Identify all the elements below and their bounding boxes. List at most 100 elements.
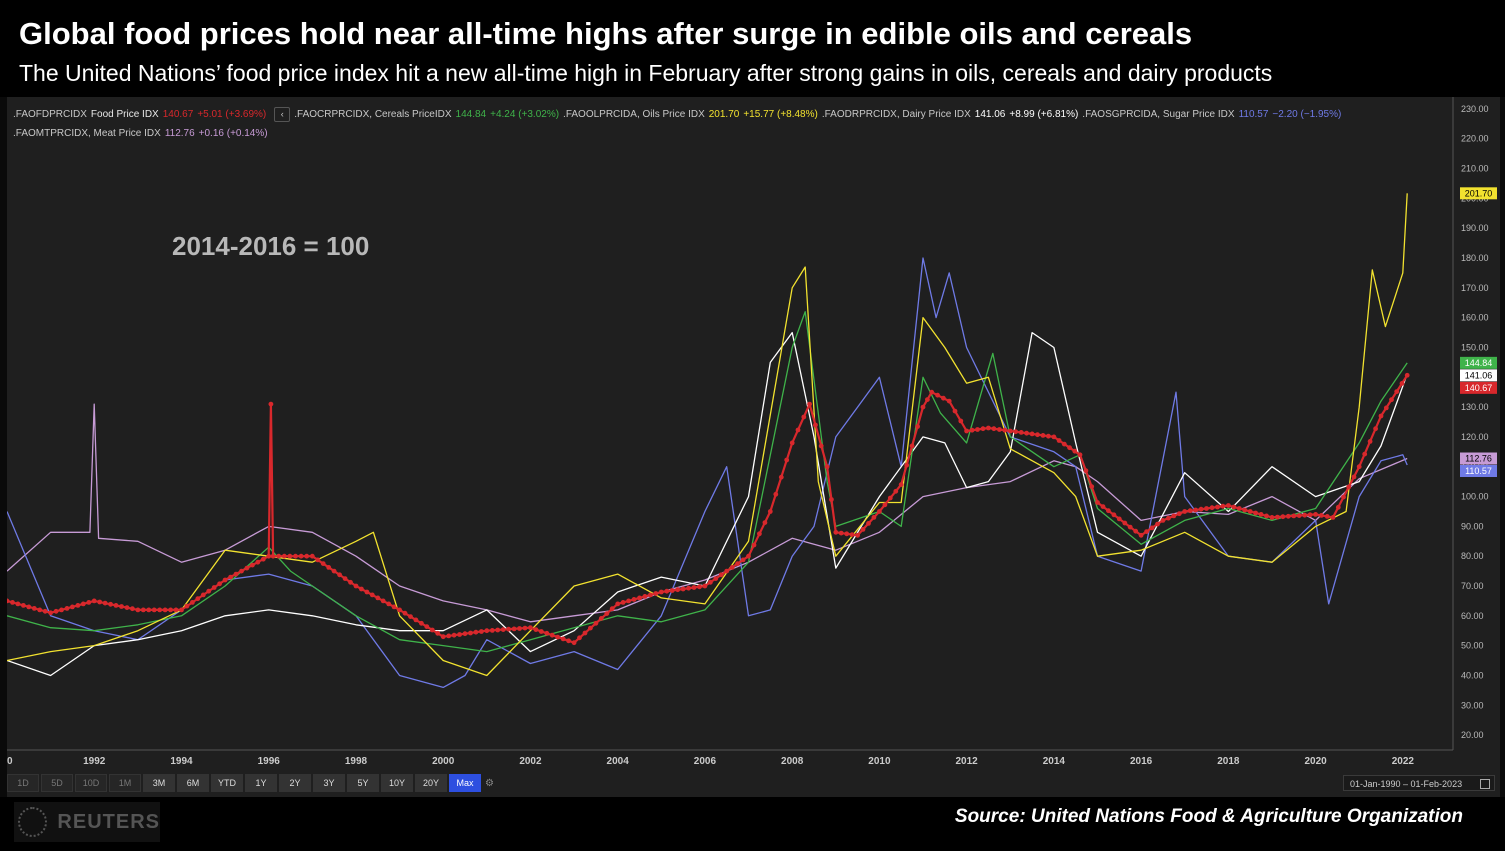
gear-icon[interactable]: ⚙ bbox=[485, 777, 494, 789]
food-index-point bbox=[789, 440, 795, 446]
food-index-point bbox=[1166, 515, 1171, 521]
series-line-dairy-price-idx bbox=[7, 331, 1408, 677]
legend-row: .FAOMTPRCIDX, Meat Price IDX 112.76 +0.16 … bbox=[13, 124, 1453, 143]
food-index-point bbox=[935, 392, 940, 398]
food-index-point bbox=[1095, 500, 1100, 505]
x-tick-label: 2002 bbox=[519, 756, 542, 767]
range-button-5d[interactable]: 5D bbox=[41, 774, 73, 792]
range-button-10d[interactable]: 10D bbox=[75, 774, 107, 792]
food-index-point bbox=[1046, 433, 1051, 439]
legend-series-code[interactable]: .FAOOLPRCIDA, Oils Price IDX bbox=[563, 109, 705, 120]
food-index-point bbox=[1018, 430, 1024, 435]
legend-series-code[interactable]: .FAOSGPRCIDA, Sugar Price IDX bbox=[1082, 109, 1235, 120]
chevron-left-icon[interactable]: ‹ bbox=[274, 107, 291, 122]
food-index-point bbox=[70, 604, 75, 610]
food-index-point bbox=[1253, 510, 1258, 516]
food-index-point bbox=[686, 585, 691, 591]
food-index-point bbox=[75, 603, 81, 608]
food-index-point bbox=[555, 634, 561, 640]
range-button-max[interactable]: Max bbox=[449, 774, 481, 792]
food-index-point bbox=[173, 607, 179, 613]
range-button-ytd[interactable]: YTD bbox=[211, 774, 243, 792]
legend-series-code[interactable]: .FAOFDPRCIDX bbox=[13, 109, 87, 120]
food-index-point bbox=[818, 443, 824, 449]
range-button-20y[interactable]: 20Y bbox=[415, 774, 447, 792]
last-value-label: 201.70 bbox=[1465, 188, 1493, 198]
food-index-point bbox=[1116, 516, 1122, 522]
date-range-picker[interactable]: 01-Jan-1990 – 01-Feb-2023 bbox=[1343, 775, 1495, 791]
range-button-2y[interactable]: 2Y bbox=[279, 774, 311, 792]
y-tick-label: 170.00 bbox=[1461, 283, 1489, 293]
series-line-meat-price-idx bbox=[7, 403, 1408, 623]
food-index-point bbox=[1176, 511, 1182, 517]
food-index-point bbox=[1089, 484, 1095, 489]
food-index-point bbox=[729, 565, 735, 570]
food-index-point bbox=[533, 627, 539, 632]
food-index-point bbox=[1362, 451, 1368, 457]
food-index-point bbox=[675, 587, 681, 593]
food-index-point bbox=[408, 614, 413, 619]
food-index-point bbox=[331, 568, 337, 574]
chart-panel[interactable]: 20.00 30.00 40.00 50.00 60.00 70.00 80.00 90.00… bbox=[7, 97, 1500, 797]
food-index-point bbox=[479, 629, 484, 634]
food-index-point bbox=[887, 495, 893, 501]
food-index-point bbox=[1149, 525, 1155, 531]
food-index-point bbox=[222, 577, 228, 583]
range-button-10y[interactable]: 10Y bbox=[381, 774, 413, 792]
food-index-point bbox=[691, 585, 697, 590]
food-index-point bbox=[1291, 513, 1297, 519]
food-index-point bbox=[337, 572, 342, 578]
legend-series-code[interactable]: .FAOCRPRCIDX, Cereals PriceIDX bbox=[294, 109, 452, 120]
last-value-tag bbox=[1460, 452, 1497, 465]
legend-series-code[interactable]: .FAOMTPRCIDX, Meat Price IDX bbox=[13, 128, 161, 139]
y-tick-label: 80.00 bbox=[1461, 551, 1484, 561]
food-index-point bbox=[544, 630, 550, 636]
food-index-point bbox=[419, 620, 424, 626]
food-index-point bbox=[1182, 509, 1188, 514]
food-index-point bbox=[457, 632, 462, 637]
food-index-point bbox=[1013, 429, 1019, 435]
range-button-3m[interactable]: 3M bbox=[143, 774, 175, 792]
calendar-icon[interactable] bbox=[1480, 779, 1490, 789]
food-index-point bbox=[1067, 445, 1072, 451]
food-index-point bbox=[637, 595, 642, 601]
food-index-point bbox=[1193, 507, 1198, 513]
food-index-point bbox=[506, 626, 511, 632]
food-index-point bbox=[320, 561, 326, 566]
range-button-1y[interactable]: 1Y bbox=[245, 774, 277, 792]
range-button-3y[interactable]: 3Y bbox=[313, 774, 345, 792]
food-index-point bbox=[151, 607, 157, 613]
food-index-point bbox=[500, 627, 506, 632]
food-index-point bbox=[239, 568, 244, 574]
range-button-5y[interactable]: 5Y bbox=[347, 774, 379, 792]
x-tick-label: 1998 bbox=[345, 756, 368, 767]
food-index-point bbox=[566, 638, 571, 644]
x-tick-label: 2014 bbox=[1043, 756, 1066, 767]
food-index-point bbox=[813, 422, 818, 428]
range-button-1d[interactable]: 1D bbox=[7, 774, 39, 792]
range-button-6m[interactable]: 6M bbox=[177, 774, 209, 792]
food-index-point bbox=[369, 592, 375, 598]
range-button-1m[interactable]: 1M bbox=[109, 774, 141, 792]
food-index-point bbox=[309, 553, 315, 559]
legend-series-code[interactable]: .FAODRPRCIDX, Dairy Price IDX bbox=[821, 109, 971, 120]
legend-series-value: 110.57 bbox=[1238, 109, 1269, 120]
source-note: Source: United Nations Food & Agricultur… bbox=[954, 806, 1463, 827]
food-index-point bbox=[746, 553, 751, 559]
food-index-point bbox=[489, 628, 495, 633]
food-index-point bbox=[653, 591, 659, 596]
food-index-point bbox=[560, 636, 566, 642]
price-chart[interactable]: 20.00 30.00 40.00 50.00 60.00 70.00 80.00 90.00… bbox=[7, 97, 1500, 773]
food-index-point bbox=[1111, 512, 1117, 518]
food-index-point bbox=[146, 607, 152, 613]
food-index-point bbox=[929, 389, 935, 395]
food-index-point bbox=[26, 604, 32, 610]
food-index-point bbox=[620, 600, 626, 605]
food-index-point bbox=[1319, 513, 1324, 518]
food-index-point bbox=[1061, 441, 1067, 447]
food-index-point bbox=[1040, 433, 1046, 438]
legend-series-value: 140.67 bbox=[162, 109, 194, 120]
legend-series-change: +15.77 (+8.48%) bbox=[743, 109, 818, 120]
food-index-point bbox=[1077, 452, 1083, 458]
food-index-point bbox=[1378, 413, 1384, 419]
